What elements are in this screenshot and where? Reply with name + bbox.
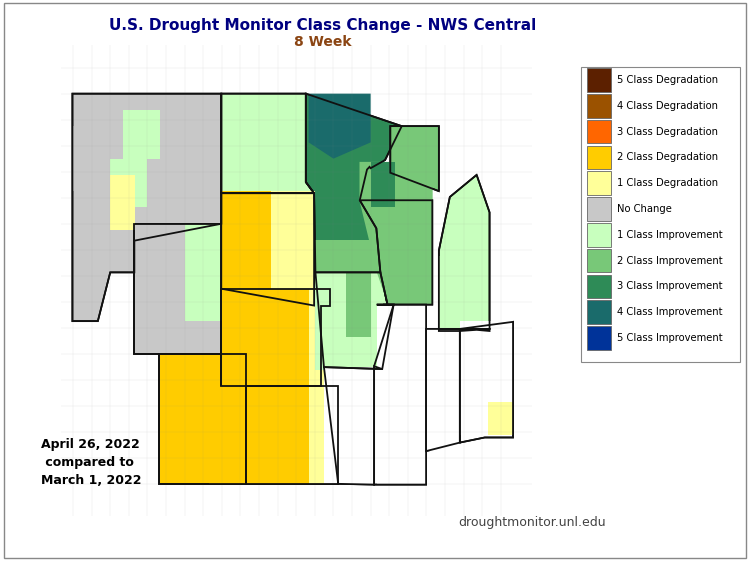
Polygon shape: [159, 353, 246, 484]
Circle shape: [608, 188, 672, 236]
Polygon shape: [272, 353, 302, 435]
Text: 4 Class Improvement: 4 Class Improvement: [617, 307, 723, 318]
Text: UNL: UNL: [632, 217, 648, 226]
Text: 8 Week: 8 Week: [294, 35, 351, 49]
Polygon shape: [73, 94, 221, 321]
Polygon shape: [272, 191, 315, 288]
Polygon shape: [315, 273, 383, 370]
Text: U.S. Drought Monitor Class Change - NWS Central: U.S. Drought Monitor Class Change - NWS …: [109, 18, 536, 33]
Polygon shape: [123, 110, 160, 159]
Polygon shape: [306, 94, 402, 272]
Text: 1 Class Degradation: 1 Class Degradation: [617, 178, 718, 188]
Polygon shape: [346, 273, 370, 337]
Polygon shape: [370, 162, 395, 208]
Polygon shape: [184, 224, 222, 321]
Polygon shape: [110, 175, 135, 230]
Polygon shape: [135, 224, 184, 321]
Polygon shape: [272, 402, 302, 467]
Text: 5 Class Degradation: 5 Class Degradation: [617, 75, 718, 85]
Polygon shape: [360, 200, 432, 305]
Text: droughtmonitor.unl.edu: droughtmonitor.unl.edu: [459, 516, 606, 530]
Polygon shape: [323, 367, 374, 484]
Polygon shape: [376, 305, 427, 484]
Text: 5 Class Improvement: 5 Class Improvement: [617, 333, 723, 343]
Text: 2 Class Degradation: 2 Class Degradation: [617, 153, 718, 163]
Polygon shape: [221, 193, 314, 306]
Text: NDMC: NDMC: [619, 202, 662, 215]
Polygon shape: [439, 175, 490, 331]
Polygon shape: [221, 94, 314, 193]
Polygon shape: [246, 386, 338, 484]
Polygon shape: [488, 402, 513, 435]
Polygon shape: [309, 386, 338, 484]
Polygon shape: [390, 126, 439, 191]
Polygon shape: [316, 272, 394, 369]
Polygon shape: [309, 94, 370, 159]
Polygon shape: [427, 328, 460, 451]
Polygon shape: [222, 288, 309, 386]
Circle shape: [603, 184, 677, 240]
Polygon shape: [209, 386, 247, 484]
Polygon shape: [460, 322, 513, 443]
Text: 1 Class Improvement: 1 Class Improvement: [617, 230, 723, 240]
Polygon shape: [334, 159, 383, 240]
Text: 4 Class Degradation: 4 Class Degradation: [617, 101, 718, 111]
Polygon shape: [324, 366, 382, 485]
Text: 3 Class Degradation: 3 Class Degradation: [617, 127, 718, 137]
Polygon shape: [359, 162, 433, 305]
Polygon shape: [309, 288, 330, 386]
Text: 3 Class Improvement: 3 Class Improvement: [617, 282, 723, 292]
Text: April 26, 2022
 compared to
March 1, 2022: April 26, 2022 compared to March 1, 2022: [41, 438, 142, 488]
Polygon shape: [222, 191, 272, 288]
Polygon shape: [374, 305, 426, 485]
Polygon shape: [73, 126, 98, 191]
Text: No Change: No Change: [617, 204, 672, 214]
Polygon shape: [460, 321, 513, 435]
Polygon shape: [110, 159, 148, 208]
Polygon shape: [247, 386, 309, 484]
Polygon shape: [160, 353, 209, 435]
Polygon shape: [426, 329, 460, 451]
Circle shape: [598, 180, 682, 243]
Text: 2 Class Improvement: 2 Class Improvement: [617, 256, 723, 266]
Polygon shape: [439, 256, 488, 331]
Polygon shape: [315, 240, 383, 273]
Polygon shape: [221, 289, 330, 386]
Polygon shape: [134, 224, 221, 353]
